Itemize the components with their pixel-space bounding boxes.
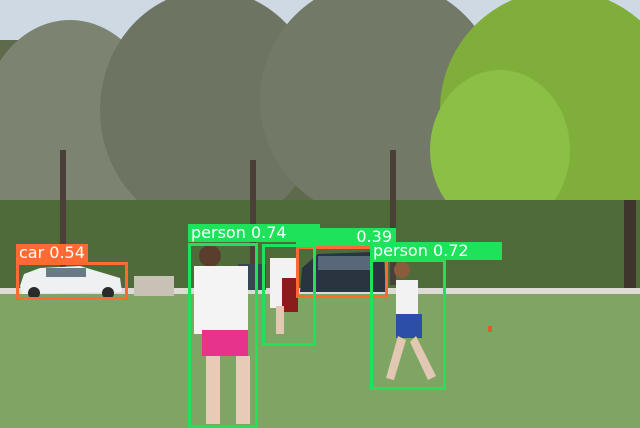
detection-label-car: car 0.54 (16, 244, 88, 262)
trunk (250, 160, 256, 280)
label-score: 0.72 (432, 241, 469, 260)
detection-box-car (16, 262, 128, 300)
green-tree-highlight (430, 70, 570, 230)
car-wheel (28, 287, 40, 299)
picnic-group (134, 276, 174, 296)
white-shirt (396, 280, 418, 316)
person-head (394, 262, 410, 278)
person-head (199, 245, 221, 267)
label-score: 0.39 (356, 227, 392, 246)
field-cone (488, 326, 492, 332)
suv-window (318, 256, 370, 270)
player-shorts (282, 278, 298, 312)
trunk (60, 150, 66, 280)
leg (410, 336, 436, 380)
label-class: person (191, 223, 246, 242)
grass-field (0, 288, 640, 428)
detection-label-person: person 0.74 (188, 224, 320, 242)
leg (276, 306, 284, 334)
white-shirt (194, 266, 248, 334)
leg (386, 336, 406, 380)
car-window (46, 268, 86, 277)
bare-tree-center (100, 0, 320, 230)
label-class: car (19, 243, 45, 262)
detection-label-car: 0.39 (296, 228, 396, 246)
label-class: person (373, 241, 428, 260)
detection-box-person (188, 243, 258, 428)
detection-label-person: person 0.72 (370, 242, 502, 260)
detection-box-car (296, 246, 388, 298)
label-score: 0.54 (49, 243, 85, 262)
blue-shorts (396, 314, 422, 338)
label-score: 0.74 (250, 223, 287, 242)
detection-box-person (262, 244, 316, 346)
car-wheel (102, 287, 114, 299)
white-car (20, 266, 122, 294)
leg (206, 356, 220, 424)
detection-box-person (370, 259, 446, 390)
pink-shorts (202, 330, 248, 356)
trunk (390, 150, 396, 285)
leg (236, 356, 250, 424)
